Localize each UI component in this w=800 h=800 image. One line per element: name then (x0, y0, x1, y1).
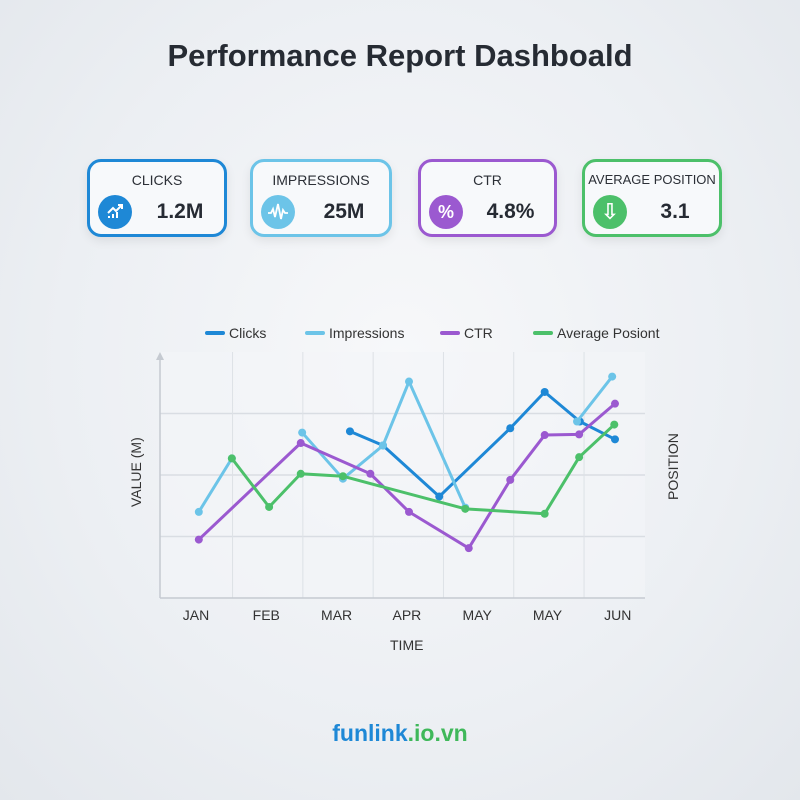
x-tick-label: JUN (604, 607, 632, 623)
data-point (378, 441, 387, 450)
data-point (405, 507, 414, 516)
legend-label: Impressions (329, 325, 405, 341)
x-tick-label: MAY (462, 607, 492, 623)
legend-ctr: CTR (440, 325, 493, 341)
data-point (575, 430, 584, 439)
x-tick-label: JAN (182, 607, 210, 623)
data-point (296, 469, 305, 478)
data-point (575, 453, 584, 462)
data-point (573, 417, 582, 426)
x-tick-label: FEB (252, 607, 280, 623)
ctr-card: CTR % 4.8% (418, 159, 557, 237)
average-position-value: 3.1 (660, 200, 690, 223)
data-point (506, 475, 515, 484)
legend-clicks: Clicks (205, 325, 266, 341)
ctr-label: CTR (473, 172, 502, 188)
data-point (345, 427, 354, 436)
legend-swatch (533, 331, 553, 335)
data-point (464, 544, 473, 553)
data-point (540, 431, 549, 440)
data-point (298, 428, 307, 437)
data-point (506, 424, 515, 433)
data-point (194, 507, 203, 516)
legend-swatch (205, 331, 225, 335)
clicks-label: CLICKS (131, 172, 183, 188)
series-line-1 (197, 456, 234, 514)
legend-average-position: Average Posiont (533, 325, 659, 341)
y-axis-right-label: POSITION (665, 433, 681, 500)
data-point (461, 504, 470, 513)
y-axis-label: VALUE (M) (128, 437, 144, 507)
percent-icon: % (429, 195, 463, 229)
data-point (338, 472, 347, 481)
legend-swatch (440, 331, 460, 335)
data-point (610, 435, 619, 444)
clicks-value: 1.2M (156, 200, 204, 223)
data-point (227, 454, 236, 463)
data-point (610, 420, 619, 429)
ctr-value: 4.8% (486, 200, 535, 223)
data-point (435, 492, 444, 501)
average-position-card: AVERAGE POSITION ⇩ 3.1 (582, 159, 722, 237)
x-axis-label: TIME (390, 637, 424, 653)
footer-brand: funlink.io.vn (0, 720, 800, 747)
page-title: Performance Report Dashboald (167, 38, 633, 73)
average-position-label: AVERAGE POSITION (588, 172, 716, 187)
data-point (296, 439, 305, 448)
legend-label: Clicks (229, 325, 267, 341)
x-tick-label: APR (392, 607, 422, 623)
data-point (366, 469, 375, 478)
data-point (405, 377, 414, 386)
impressions-card: IMPRESSIONS 25M (250, 159, 392, 237)
clicks-card: CLICKS 1.2M (87, 159, 227, 237)
series-line-3 (230, 423, 616, 516)
legend-swatch (305, 331, 325, 335)
data-point (610, 399, 619, 408)
brand-name: funlink (332, 720, 408, 746)
impressions-value: 25M (323, 200, 365, 223)
y-axis-arrow-icon (156, 352, 164, 360)
waveform-icon (261, 195, 295, 229)
impressions-label: IMPRESSIONS (272, 172, 370, 188)
data-point (540, 509, 549, 518)
trending-up-icon (98, 195, 132, 229)
data-point (265, 502, 274, 511)
data-point (540, 387, 549, 396)
series-line-1 (575, 375, 614, 423)
legend-label: CTR (464, 325, 493, 341)
x-tick-label: MAR (321, 607, 353, 623)
legend-label: Average Posiont (557, 325, 660, 341)
x-tick-label: MAY (532, 607, 563, 623)
arrow-down-icon: ⇩ (593, 195, 627, 229)
legend-impressions: Impressions (305, 325, 404, 341)
brand-domain: .io.vn (407, 720, 468, 746)
data-point (608, 372, 617, 381)
data-point (194, 535, 203, 544)
